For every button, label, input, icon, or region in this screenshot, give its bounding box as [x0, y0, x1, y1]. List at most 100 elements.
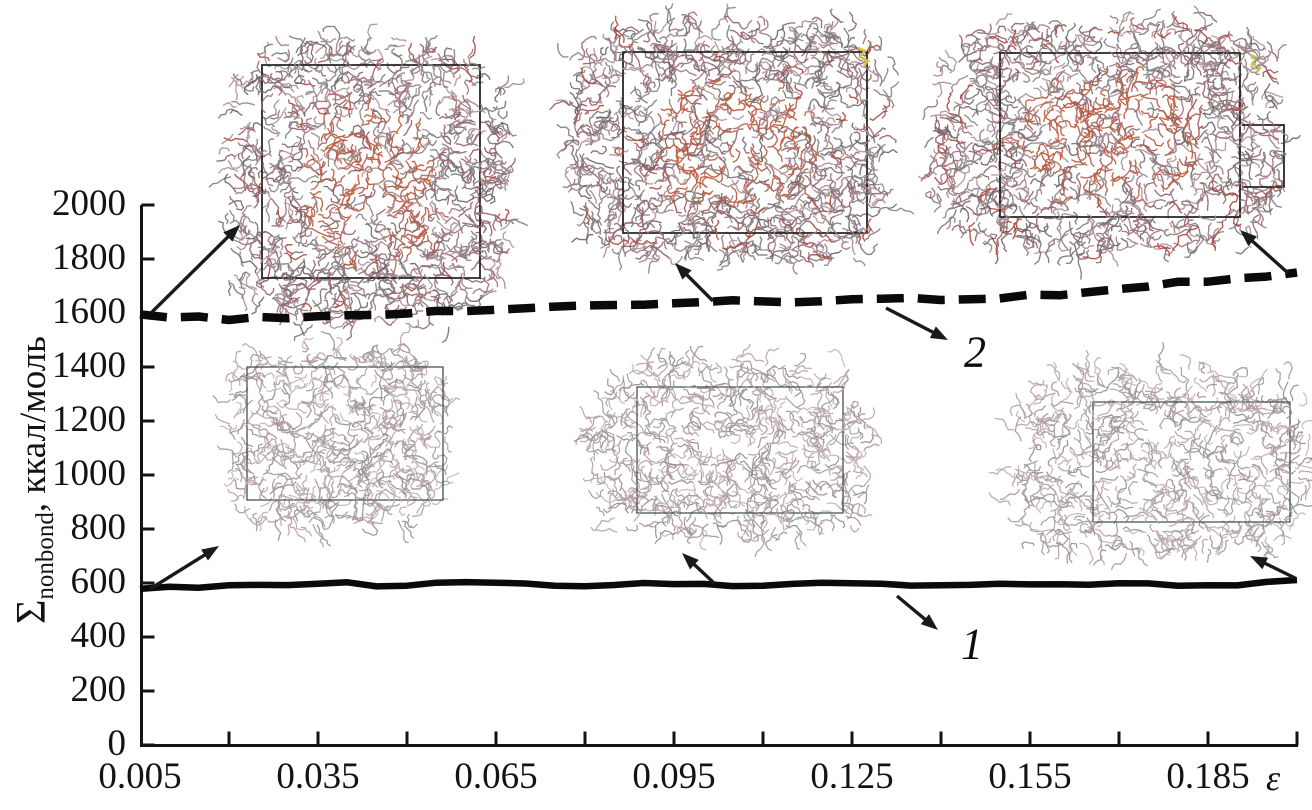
molecule-wireframe: [573, 351, 874, 546]
molecule-wireframe: [243, 349, 436, 526]
arrow-head: [682, 553, 699, 570]
arrow-solid-to-snapshot-bottom-middle: [682, 553, 716, 585]
molecule-wireframe: [1027, 61, 1199, 209]
y-tick-label: 800: [70, 507, 127, 548]
arrow-shaft: [150, 230, 235, 314]
y-tick-label: 1000: [52, 453, 126, 494]
molecule-wireframe: [998, 66, 1203, 202]
molecule-wireframe: [933, 15, 1267, 253]
data-series: [139, 268, 1298, 593]
arrow-solid-to-snapshot-bottom-right: [1250, 556, 1296, 580]
molecule-wireframe: [235, 352, 452, 537]
y-tick-label: 1400: [52, 345, 126, 386]
x-tick-label: 0.095: [632, 756, 716, 797]
molecule-wireframe: [937, 42, 1274, 246]
y-tick-label: 1800: [52, 237, 126, 278]
simulation-cell-box: [261, 64, 481, 279]
molecule-wireframe: [229, 45, 500, 317]
molecule-wireframe: [296, 93, 436, 272]
x-tick-label: 0.005: [98, 756, 182, 797]
highlight-accent: [1249, 53, 1263, 74]
curve-label-2: 2: [964, 327, 986, 377]
series-2-dashed-line: [139, 268, 1298, 325]
molecule-wireframe: [934, 23, 1260, 263]
molecule-wireframe: [254, 30, 482, 293]
molecule-wireframe: [937, 31, 1284, 257]
molecule-wireframe: [599, 354, 860, 506]
y-tick-label: 1600: [52, 291, 126, 332]
x-tick-label: 0.155: [988, 756, 1072, 797]
molecule-wireframe: [1015, 362, 1306, 559]
molecule-wireframe: [585, 349, 869, 543]
y-tick-label: 400: [70, 615, 127, 656]
arrow-solid-to-label-1: [895, 594, 938, 630]
simulation-cell-box: [999, 52, 1241, 218]
md-snapshot-bottom-middle: [573, 343, 883, 558]
molecule-wireframe: [217, 49, 519, 330]
molecule-wireframe: [238, 37, 511, 341]
molecule-wireframe: [1021, 386, 1312, 564]
x-tick-label: 0.035: [276, 756, 360, 797]
molecule-wireframe: [569, 25, 884, 258]
y-tick-label: 0: [107, 723, 127, 764]
simulation-cell-box: [246, 366, 444, 501]
molecule-wireframe: [579, 361, 883, 547]
molecule-wireframe: [1009, 365, 1282, 560]
y-tick-label: 200: [70, 669, 127, 710]
molecule-wireframe: [590, 348, 851, 538]
arrow-dashed-to-label-2: [885, 306, 948, 340]
molecule-wireframe: [960, 21, 1285, 241]
highlight-accent: [857, 46, 871, 67]
molecule-wireframe: [228, 58, 511, 316]
arrow-dashed-to-snapshot-top-middle: [675, 263, 715, 303]
molecule-wireframe: [994, 354, 1311, 560]
annotation-arrows: [149, 225, 1296, 630]
md-snapshot-top-left: [208, 23, 529, 344]
curve-label-1: 1: [961, 619, 983, 669]
simulation-cell-box: [1092, 401, 1291, 523]
molecule-wireframe: [995, 361, 1305, 562]
arrow-head: [1250, 556, 1269, 570]
arrow-head: [223, 225, 240, 242]
molecule-wireframe: [999, 380, 1307, 554]
molecule-wireframe: [230, 36, 517, 306]
molecule-wireframe: [227, 337, 454, 521]
molecule-wireframe: [937, 20, 1287, 280]
arrow-shaft: [149, 549, 213, 591]
snapshot-insets: [208, 3, 1312, 571]
molecule-wireframe: [224, 41, 505, 336]
molecule-wireframe: [579, 343, 880, 541]
md-snapshot-bottom-left: [212, 325, 461, 548]
molecule-wireframe: [216, 352, 454, 544]
series-1-solid-line: [139, 576, 1298, 593]
arrow-head: [929, 326, 948, 340]
molecule-wireframe: [579, 27, 872, 263]
molecule-wireframe: [219, 353, 460, 503]
molecule-wireframe: [1007, 361, 1300, 567]
md-snapshot-top-right: [918, 5, 1301, 280]
molecule-wireframe: [569, 32, 915, 271]
arrow-solid-to-snapshot-bottom-left: [149, 546, 219, 591]
y-tick-label: 600: [70, 561, 127, 602]
molecule-wireframe: [295, 92, 450, 263]
md-snapshot-bottom-right: [988, 342, 1312, 571]
molecule-wireframe: [1012, 357, 1312, 565]
md-snapshot-top-middle: [549, 3, 915, 275]
arrow-shaft: [885, 306, 941, 338]
x-axis-title: ε: [1266, 758, 1281, 798]
molecule-wireframe: [593, 34, 886, 265]
x-tick-label: 0.065: [454, 756, 538, 797]
molecule-wireframe: [938, 8, 1289, 254]
arrow-shaft: [1245, 234, 1290, 275]
arrow-dashed-to-snapshot-top-left: [150, 225, 240, 314]
molecule-wireframe: [1014, 368, 1312, 566]
molecule-wireframe: [233, 348, 430, 547]
molecule-wireframe: [625, 89, 817, 208]
molecule-wireframe: [932, 21, 1267, 267]
molecule-wireframe: [212, 347, 439, 531]
molecule-wireframe: [556, 20, 900, 253]
arrow-head: [675, 263, 692, 280]
molecule-wireframe: [939, 23, 1278, 239]
arrow-head: [1240, 230, 1257, 247]
